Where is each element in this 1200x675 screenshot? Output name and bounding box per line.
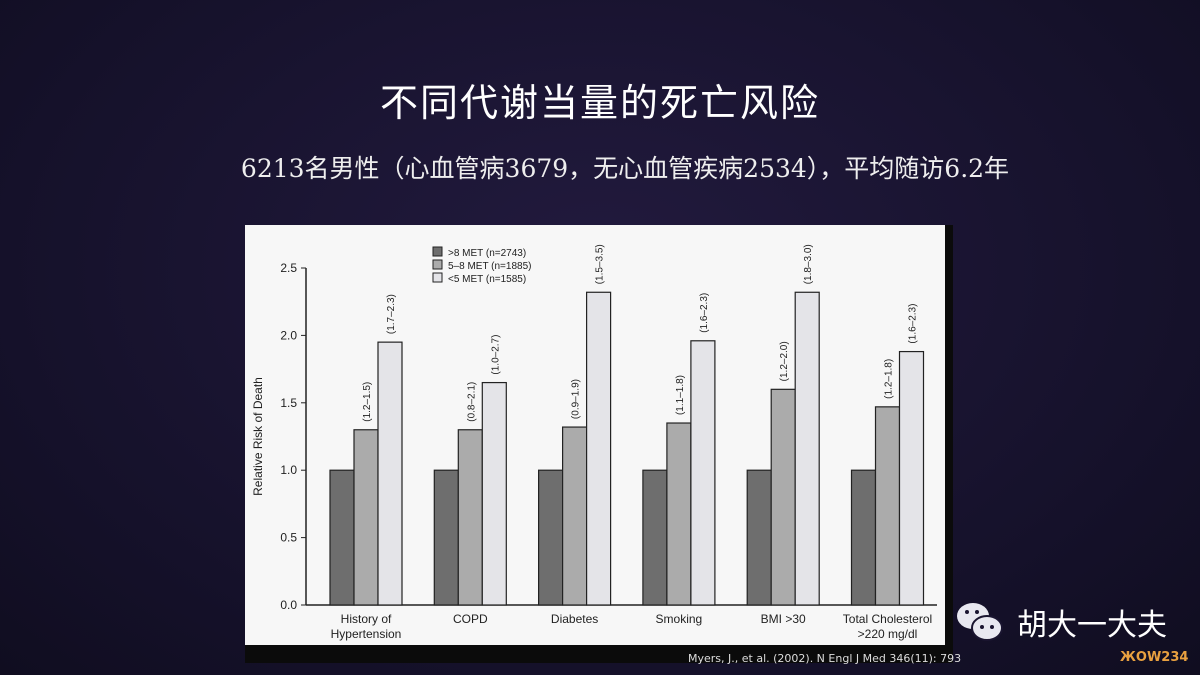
bar — [481, 381, 507, 606]
wechat-icon — [957, 603, 1003, 641]
bar — [850, 469, 877, 606]
bar — [433, 469, 459, 606]
legend-swatch — [432, 246, 443, 257]
bar — [794, 291, 820, 606]
watermark-name: 胡大一大夫 — [1017, 608, 1167, 643]
category-label: History of — [341, 612, 392, 626]
bar — [329, 469, 355, 606]
y-tick-label: 0.0 — [280, 598, 297, 612]
bar — [898, 350, 925, 606]
category-label: Total Cholesterol — [843, 612, 932, 626]
ci-label: (1.2–1.8) — [884, 359, 895, 399]
bar — [666, 422, 692, 606]
bar — [642, 469, 668, 606]
bar — [377, 341, 403, 606]
ci-label: (1.2–1.5) — [362, 382, 373, 422]
ci-label: (0.9–1.9) — [571, 379, 582, 419]
watermark: 胡大一大夫 — [955, 600, 1167, 644]
ci-label: (1.7–2.3) — [386, 294, 397, 334]
legend-swatch — [432, 272, 443, 283]
y-tick-label: 2.5 — [280, 261, 297, 275]
y-tick-label: 0.5 — [280, 531, 297, 545]
ci-label: (1.6–2.3) — [699, 293, 710, 333]
citation: Myers, J., et al. (2002). N Engl J Med 3… — [688, 652, 962, 665]
bar — [746, 469, 772, 606]
bar — [457, 429, 483, 606]
legend-label: >8 MET (n=2743) — [448, 248, 526, 259]
bar — [353, 429, 379, 606]
bar — [538, 469, 564, 606]
legend-label: 5–8 MET (n=1885) — [448, 261, 531, 272]
legend-swatch — [432, 259, 443, 270]
site-logo: ЖOW234 — [1120, 650, 1189, 665]
y-tick-label: 2.0 — [280, 328, 297, 342]
ci-label: (1.5–3.5) — [595, 244, 606, 284]
y-axis-label: Relative Risk of Death — [251, 377, 265, 496]
bar — [770, 388, 796, 606]
y-tick-label: 1.0 — [280, 463, 297, 477]
bar-chart: 0.0 0.5 1.0 1.5 2.0 2.5 Relative Risk of Death… — [245, 225, 945, 645]
category-label: Smoking — [656, 612, 703, 626]
bar — [690, 340, 716, 606]
bar — [562, 426, 588, 606]
ci-label: (1.0–2.7) — [490, 335, 501, 375]
bar — [874, 406, 901, 606]
ci-label: (1.1–1.8) — [675, 375, 686, 415]
chart-panel: 0.0 0.5 1.0 1.5 2.0 2.5 Relative Risk of Death… — [245, 225, 953, 663]
legend-label: <5 MET (n=1585) — [448, 274, 526, 285]
ci-label: (0.8–2.1) — [466, 382, 477, 422]
y-tick-label: 1.5 — [280, 396, 297, 410]
slide-title: 不同代谢当量的死亡风险 — [379, 81, 820, 125]
ci-label: (1.8–3.0) — [803, 244, 814, 284]
slide-subtitle: 6213名男性（心血管病3679，无心血管疾病2534），平均随访6.2年 — [240, 154, 1010, 183]
category-label: Diabetes — [551, 612, 598, 626]
bar — [586, 291, 612, 606]
ci-label: (1.6–2.3) — [908, 304, 919, 344]
category-label: >220 mg/dl — [858, 627, 918, 641]
category-label: BMI >30 — [761, 612, 806, 626]
category-label: Hypertension — [331, 627, 402, 641]
category-label: COPD — [453, 612, 488, 626]
ci-label: (1.2–2.0) — [779, 341, 790, 381]
